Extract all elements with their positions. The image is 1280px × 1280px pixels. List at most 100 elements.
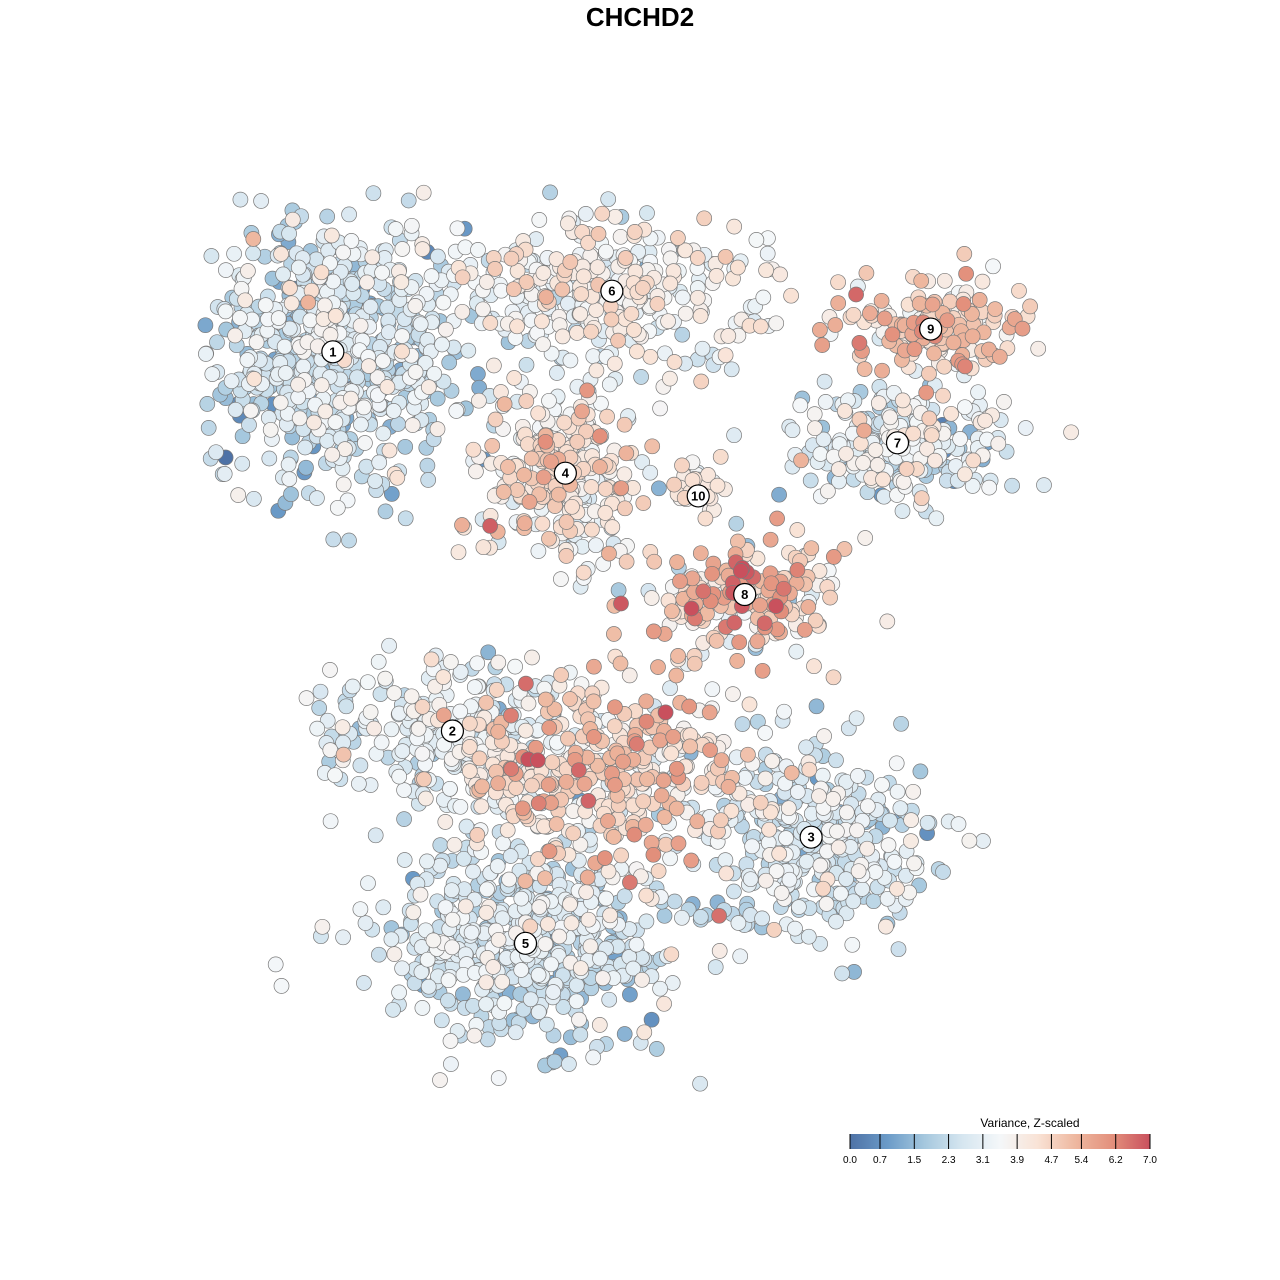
data-point [606, 626, 622, 642]
data-point [470, 366, 486, 382]
data-point [702, 742, 718, 758]
data-point [828, 913, 844, 930]
data-point [1063, 424, 1079, 441]
data-point [365, 185, 382, 202]
legend-tick-label: 0.0 [843, 1155, 857, 1166]
data-point [616, 466, 633, 483]
cluster-label-5: 5 [513, 931, 538, 955]
data-point [341, 206, 357, 223]
data-point [309, 720, 326, 737]
data-point [681, 698, 698, 715]
data-point [430, 248, 446, 265]
data-point [579, 869, 596, 886]
data-point [369, 369, 386, 386]
data-point [541, 843, 558, 860]
data-point [495, 484, 512, 500]
data-point [711, 907, 727, 924]
data-point [446, 836, 463, 853]
data-point [281, 471, 298, 487]
data-point [237, 292, 253, 309]
data-point [494, 973, 511, 990]
data-point [579, 382, 595, 399]
cluster-label-9: 9 [919, 317, 943, 341]
data-point [629, 343, 645, 360]
data-point [355, 399, 372, 416]
data-point [603, 311, 620, 328]
cluster-label-text: 1 [329, 344, 336, 359]
data-point [726, 614, 743, 631]
data-point [822, 589, 838, 606]
data-point [758, 262, 774, 279]
data-point [628, 736, 645, 752]
data-point [950, 816, 967, 832]
data-point [683, 600, 700, 617]
data-point [508, 780, 524, 796]
data-point [773, 885, 790, 901]
data-point [913, 272, 930, 289]
data-point [396, 811, 412, 827]
data-point [356, 975, 372, 991]
data-point [814, 767, 831, 784]
data-point [298, 459, 314, 476]
data-point [990, 435, 1007, 452]
data-point [546, 701, 563, 718]
data-point [711, 943, 728, 959]
data-point [723, 803, 740, 819]
cluster-label-marker [885, 431, 910, 455]
data-point [600, 863, 617, 880]
data-point [977, 412, 993, 429]
data-point [717, 248, 734, 265]
data-point [482, 518, 498, 534]
data-point [974, 273, 991, 290]
data-point [800, 928, 817, 945]
data-point [407, 298, 424, 314]
data-point [419, 457, 436, 474]
data-point [461, 715, 478, 732]
data-point [612, 228, 629, 245]
data-point [584, 521, 600, 538]
data-point [442, 780, 458, 797]
data-point [652, 400, 668, 417]
data-point [697, 510, 714, 527]
data-point [524, 777, 540, 794]
data-point [613, 847, 629, 864]
data-point [452, 798, 469, 815]
data-point [955, 296, 972, 312]
data-point [597, 850, 613, 866]
data-point [562, 691, 578, 707]
data-point [390, 416, 406, 432]
data-point [575, 564, 592, 581]
data-point [583, 479, 600, 495]
data-point [313, 377, 330, 393]
data-point [412, 886, 429, 903]
data-point [375, 425, 392, 442]
data-point [708, 632, 725, 649]
data-point [838, 804, 855, 821]
data-point [419, 853, 435, 870]
legend-tick-label: 3.9 [1010, 1155, 1024, 1166]
data-point [732, 948, 749, 965]
data-point [913, 490, 930, 507]
data-point [793, 452, 809, 469]
data-point [407, 364, 424, 380]
data-point [905, 783, 922, 800]
data-point [616, 416, 633, 433]
data-point [577, 206, 594, 222]
data-point [854, 881, 870, 897]
data-point [970, 384, 986, 401]
data-point [720, 328, 737, 344]
data-point [832, 885, 849, 902]
data-point [474, 778, 490, 795]
data-point [499, 822, 516, 839]
data-point [562, 896, 578, 913]
data-point [964, 478, 981, 494]
data-point [412, 316, 429, 333]
data-point [377, 503, 394, 520]
data-point [468, 463, 484, 480]
data-point [670, 648, 686, 664]
data-point [383, 931, 400, 948]
data-point [650, 863, 667, 879]
data-point [344, 276, 361, 292]
data-point [838, 871, 854, 887]
data-point [482, 315, 499, 331]
